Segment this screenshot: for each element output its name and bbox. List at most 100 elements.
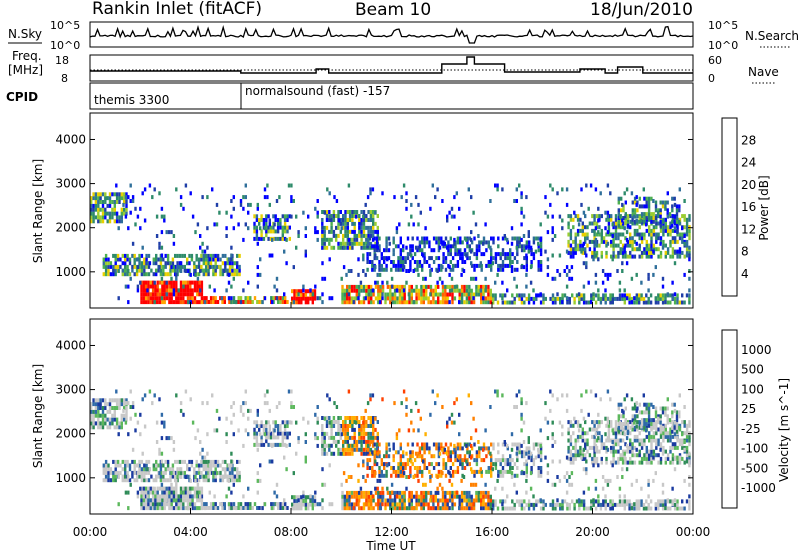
power-cell	[675, 204, 679, 209]
velocity-cell	[569, 442, 573, 447]
power-cell	[124, 268, 127, 273]
power-cell	[501, 260, 505, 264]
velocity-cell	[664, 427, 667, 432]
power-cell	[376, 233, 379, 238]
power-cell	[461, 252, 464, 257]
velocity-cell	[444, 506, 447, 511]
power-cell	[392, 236, 395, 241]
power-cell	[340, 276, 343, 281]
power-cell	[567, 214, 570, 219]
power-cell	[399, 263, 402, 268]
power-cell	[259, 272, 262, 277]
velocity-cell	[669, 427, 672, 432]
power-cell	[652, 228, 656, 233]
power-cell	[409, 248, 412, 253]
power-cell	[147, 300, 150, 305]
power-cell	[385, 236, 388, 241]
velocity-cell	[181, 459, 184, 464]
power-cell	[678, 204, 681, 209]
velocity-cell	[513, 442, 517, 447]
power-cell	[421, 248, 424, 253]
freq-unit: [MHz]	[8, 63, 43, 77]
power-cell	[546, 214, 550, 219]
velocity-cell	[340, 482, 343, 487]
power-cell	[348, 300, 351, 305]
velocity-cell	[156, 506, 159, 511]
power-cell	[268, 218, 271, 223]
power-cell	[459, 240, 462, 245]
velocity-cell	[378, 450, 381, 455]
velocity-cell	[610, 438, 613, 443]
power-cell	[186, 292, 190, 297]
velocity-cell	[569, 456, 573, 461]
power-cell	[106, 219, 109, 224]
velocity-cell	[214, 470, 217, 475]
power-cell	[191, 280, 194, 285]
velocity-cell	[256, 447, 259, 452]
power-cell	[633, 219, 637, 224]
power-cell	[153, 300, 156, 305]
power-cell	[367, 296, 370, 301]
velocity-cell	[417, 494, 421, 499]
power-cell	[393, 195, 396, 200]
velocity-cell	[403, 498, 406, 503]
velocity-cell	[258, 506, 261, 510]
velocity-cell	[253, 502, 257, 507]
velocity-cell	[535, 502, 538, 507]
power-cell	[125, 207, 128, 212]
power-cell	[321, 241, 324, 246]
velocity-cell	[302, 502, 305, 507]
velocity-cell	[366, 450, 369, 455]
power-cell	[518, 296, 521, 301]
power-cell	[337, 245, 340, 250]
velocity-cell	[688, 456, 691, 461]
velocity-cell	[607, 427, 611, 432]
power-cell	[487, 292, 490, 297]
velocity-cell	[156, 498, 159, 503]
velocity-cell	[109, 470, 113, 475]
power-cell	[518, 244, 521, 249]
velocity-cell	[247, 408, 250, 413]
velocity-cell	[576, 438, 580, 443]
power-cell	[662, 228, 665, 233]
power-cell	[569, 236, 573, 241]
power-cell	[581, 228, 584, 233]
power-cell	[353, 229, 356, 234]
power-cell	[209, 261, 213, 266]
velocity-cell	[645, 499, 648, 504]
velocity-cell	[272, 442, 275, 447]
power-cell	[288, 225, 291, 230]
velocity-cell	[286, 420, 289, 425]
power-cell	[662, 243, 665, 248]
power-cell	[463, 252, 467, 257]
power-cell	[353, 241, 356, 246]
power-cell	[504, 263, 507, 268]
power-cell	[133, 261, 136, 266]
power-cell	[537, 241, 540, 246]
power-cell	[530, 296, 533, 301]
velocity-cell	[121, 474, 124, 479]
velocity-cell	[189, 498, 192, 503]
velocity-cell	[247, 486, 250, 491]
velocity-cell	[391, 502, 394, 507]
power-cell	[397, 263, 400, 268]
power-cell	[161, 292, 164, 297]
power-cell	[417, 288, 421, 293]
velocity-cell	[378, 466, 381, 470]
velocity-cell	[633, 402, 637, 407]
power-cell	[135, 268, 139, 273]
velocity-cell	[328, 502, 331, 507]
power-cell	[470, 292, 473, 297]
velocity-cell	[134, 428, 137, 433]
velocity-cell	[549, 502, 552, 507]
velocity-cell	[321, 416, 324, 420]
power-cell	[170, 288, 173, 293]
power-cell	[104, 215, 107, 220]
power-cell	[643, 236, 646, 241]
velocity-cell	[401, 498, 404, 503]
velocity-cell	[666, 434, 670, 439]
power-cell	[474, 276, 478, 281]
velocity-cell	[383, 454, 386, 459]
power-cell	[629, 214, 632, 219]
power-cell	[189, 284, 192, 289]
